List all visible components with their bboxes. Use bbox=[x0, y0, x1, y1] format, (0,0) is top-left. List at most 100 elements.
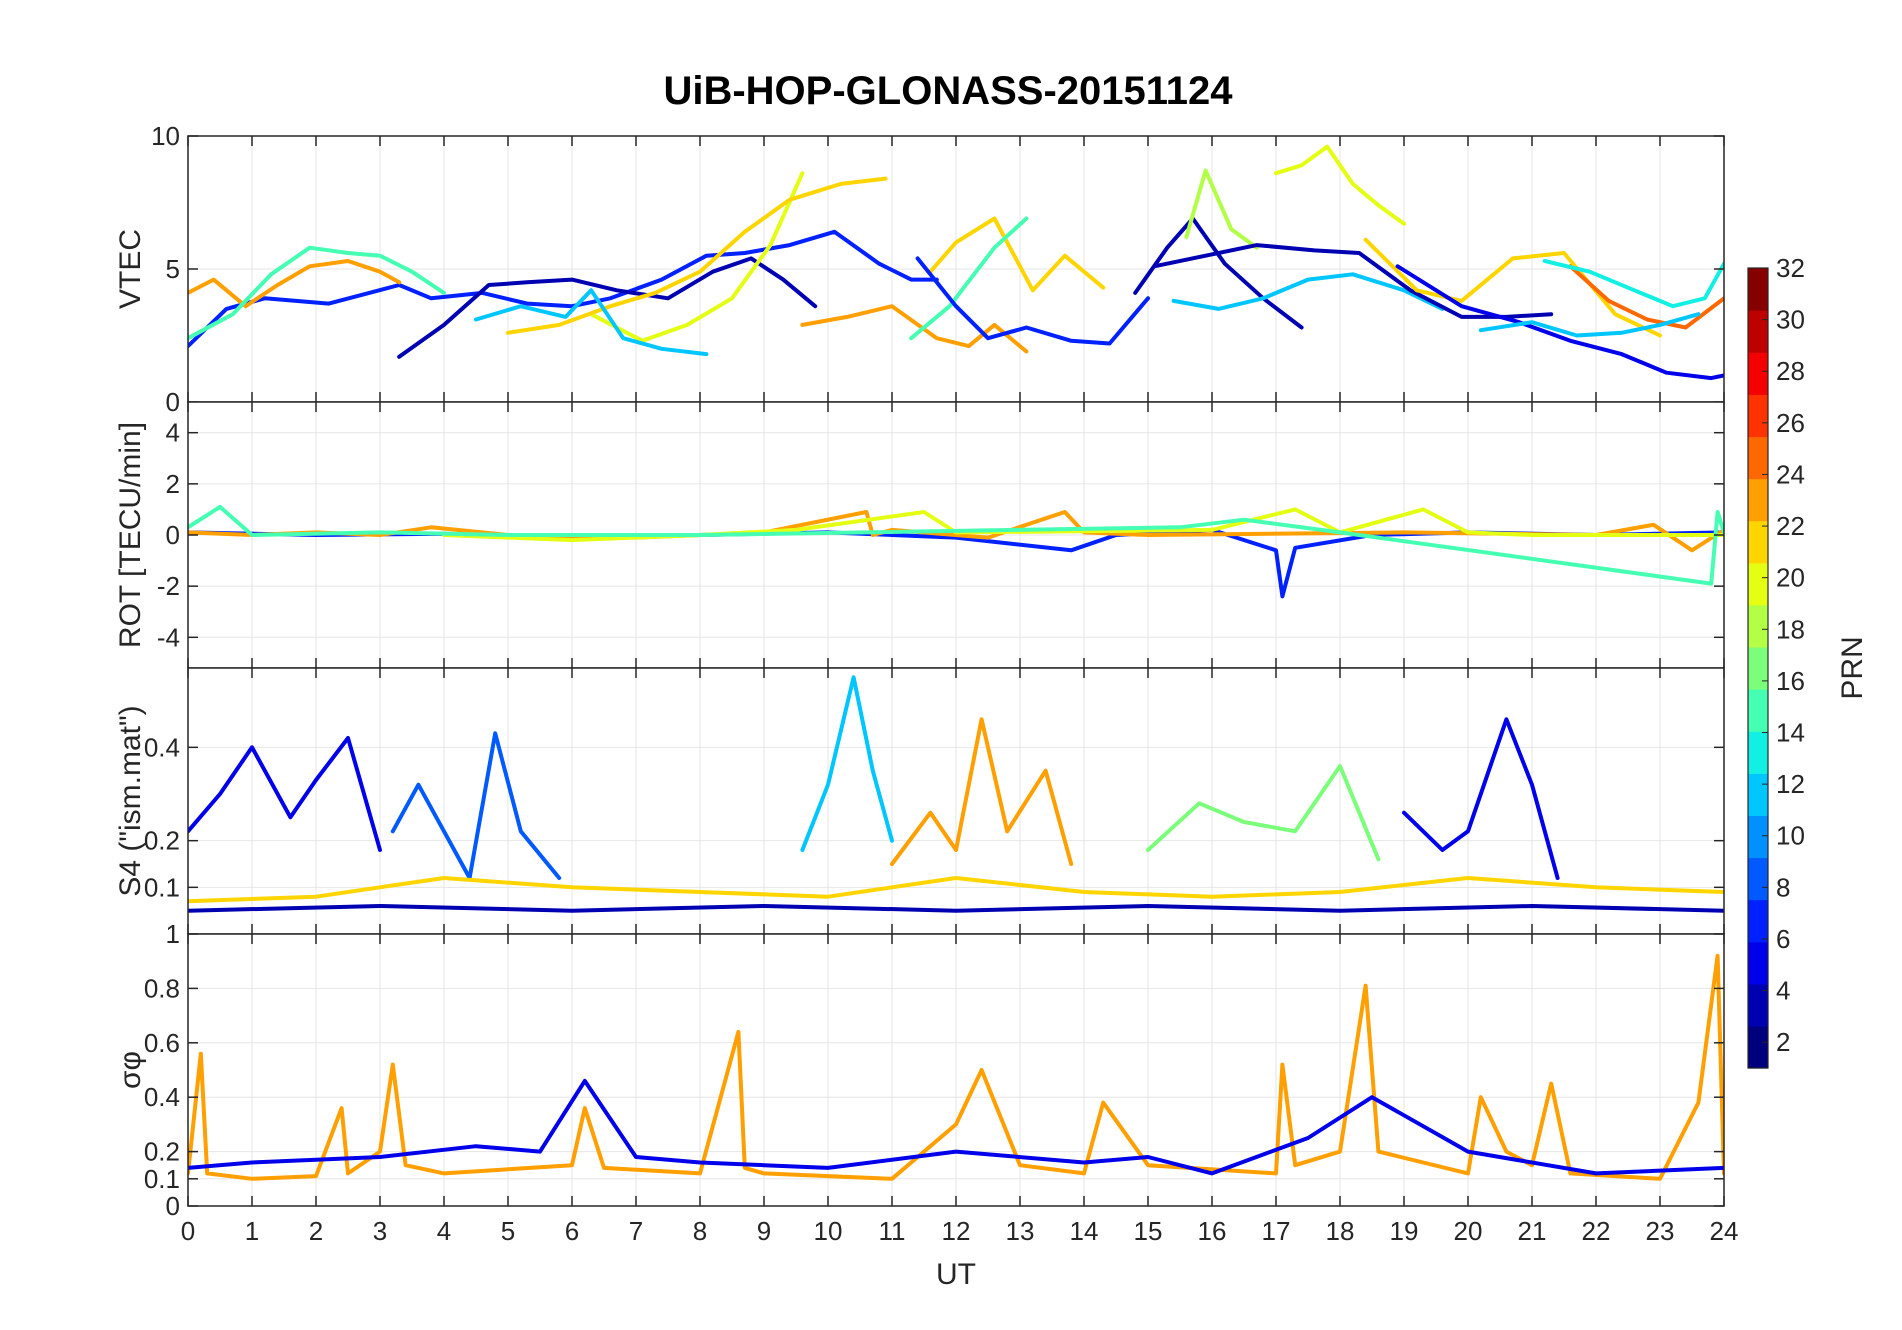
series-line-prn15 bbox=[188, 245, 446, 341]
colorbar-segment bbox=[1748, 352, 1768, 395]
colorbar-tick-label: 10 bbox=[1776, 821, 1805, 851]
x-tick-label: 22 bbox=[1582, 1216, 1611, 1246]
colorbar-tick-label: 14 bbox=[1776, 718, 1805, 748]
series-line-prn12 bbox=[1478, 312, 1701, 338]
colorbar-tick-label: 30 bbox=[1776, 305, 1805, 335]
colorbar-tick-label: 26 bbox=[1776, 408, 1805, 438]
y-axis-label: σφ bbox=[114, 1051, 147, 1089]
y-tick-label: 1 bbox=[166, 919, 180, 949]
colorbar-segment bbox=[1748, 983, 1768, 1027]
x-tick-label: 7 bbox=[629, 1216, 643, 1246]
y-tick-label: 0 bbox=[166, 1191, 180, 1221]
x-tick-label: 6 bbox=[565, 1216, 579, 1246]
series-line-prn3 bbox=[397, 256, 818, 359]
colorbar-segment bbox=[1748, 1025, 1768, 1069]
x-tick-label: 4 bbox=[437, 1216, 451, 1246]
y-tick-label: 0.1 bbox=[144, 1164, 180, 1194]
colorbar-tick-label: 22 bbox=[1776, 511, 1805, 541]
y-tick-label: 0.1 bbox=[144, 872, 180, 902]
series-line-prn4 bbox=[1152, 243, 1554, 319]
colorbar-segment bbox=[1748, 941, 1768, 985]
series-line-prn21 bbox=[506, 176, 888, 335]
series-line-prn12 bbox=[1171, 272, 1445, 311]
series-line-prn5 bbox=[188, 736, 382, 852]
colorbar-frame bbox=[1747, 267, 1769, 1069]
series-line-prn15 bbox=[188, 504, 1724, 586]
y-tick-label: -2 bbox=[157, 571, 180, 601]
x-tick-label: 18 bbox=[1326, 1216, 1355, 1246]
colorbar-tick-label: 24 bbox=[1776, 459, 1805, 489]
y-axis-label: S4 ("ism.mat") bbox=[114, 705, 147, 896]
y-tick-label: 2 bbox=[166, 469, 180, 499]
x-tick-label: 23 bbox=[1646, 1216, 1675, 1246]
series-line-prn22 bbox=[188, 876, 1724, 904]
colorbar-segment bbox=[1748, 773, 1768, 816]
colorbar-segment bbox=[1748, 815, 1768, 859]
colorbar-segment bbox=[1748, 562, 1768, 606]
x-tick-label: 16 bbox=[1198, 1216, 1227, 1246]
x-tick-label: 1 bbox=[245, 1216, 259, 1246]
colorbar-tick-label: 2 bbox=[1776, 1027, 1790, 1057]
y-tick-label: 0.2 bbox=[144, 1137, 180, 1167]
colorbar-tick-label: 16 bbox=[1776, 666, 1805, 696]
panel-1: 0 5 10 VTEC bbox=[114, 121, 1725, 417]
panel-2: -4 -2 0 2 4 ROT [TECU/min] bbox=[114, 401, 1725, 669]
y-tick-label: 0.4 bbox=[144, 732, 180, 762]
series-group bbox=[188, 144, 1724, 381]
colorbar-segment bbox=[1748, 604, 1768, 648]
series-group bbox=[188, 504, 1724, 599]
x-tick-label: 21 bbox=[1518, 1216, 1547, 1246]
series-line-prn11 bbox=[474, 288, 709, 357]
x-tick-label: 9 bbox=[757, 1216, 771, 1246]
series-line-prn17 bbox=[1146, 764, 1381, 862]
y-tick-label: 0.8 bbox=[144, 973, 180, 1003]
colorbar-tick-label: 4 bbox=[1776, 976, 1790, 1006]
x-tick-label: 14 bbox=[1070, 1216, 1099, 1246]
colorbar-segment bbox=[1748, 394, 1768, 438]
series-line-prn5 bbox=[1402, 717, 1560, 880]
y-axis-label: ROT [TECU/min] bbox=[114, 422, 147, 648]
y-tick-label: 0.4 bbox=[144, 1082, 180, 1112]
colorbar-segment bbox=[1748, 520, 1768, 564]
series-line-prn19 bbox=[1274, 144, 1406, 226]
series-line-prn7 bbox=[915, 256, 1150, 346]
chart-title: UiB-HOP-GLONASS-20151124 bbox=[663, 69, 1233, 113]
series-line-prn21 bbox=[928, 216, 1106, 293]
colorbar-segment bbox=[1748, 436, 1768, 480]
series-line-prn12 bbox=[800, 675, 894, 852]
series-group bbox=[188, 953, 1724, 1181]
series-line-prn5 bbox=[1395, 264, 1724, 381]
series-line-prn3 bbox=[188, 904, 1724, 913]
colorbar-segment bbox=[1748, 268, 1768, 311]
x-tick-label: 19 bbox=[1390, 1216, 1419, 1246]
colorbar-segment bbox=[1748, 646, 1768, 690]
y-tick-label: 0 bbox=[166, 387, 180, 417]
x-tick-label: 17 bbox=[1262, 1216, 1291, 1246]
y-axis-label: VTEC bbox=[114, 229, 147, 309]
series-line-prn9 bbox=[390, 731, 562, 880]
colorbar-tick-label: 20 bbox=[1776, 563, 1805, 593]
series-line-prn24 bbox=[1568, 264, 1724, 330]
panel-3: 0.1 0.2 0.4S4 ("ism.mat") bbox=[114, 667, 1725, 935]
series-line-prn14 bbox=[1542, 259, 1724, 309]
colorbar-tick-label: 32 bbox=[1776, 253, 1805, 283]
series-line-prn15 bbox=[909, 216, 1029, 341]
series-line-prn23 bbox=[800, 304, 1029, 354]
series-line-prn5 bbox=[188, 1078, 1724, 1176]
x-tick-label: 20 bbox=[1454, 1216, 1483, 1246]
x-tick-label: 24 bbox=[1710, 1216, 1739, 1246]
colorbar-segment bbox=[1748, 857, 1768, 901]
y-tick-label: 0.2 bbox=[144, 826, 180, 856]
y-tick-label: 0 bbox=[166, 520, 180, 550]
x-tick-label: 3 bbox=[373, 1216, 387, 1246]
colorbar-tick-label: 12 bbox=[1776, 769, 1805, 799]
series-line-prn22 bbox=[1363, 237, 1662, 338]
colorbar-tick-label: 18 bbox=[1776, 614, 1805, 644]
x-axis-label: UT bbox=[936, 1258, 976, 1291]
y-tick-label: 4 bbox=[166, 418, 180, 448]
x-tick-label: 2 bbox=[309, 1216, 323, 1246]
x-tick-label: 11 bbox=[879, 1216, 906, 1246]
series-line-prn18 bbox=[1184, 168, 1259, 250]
colorbar-tick-label: 28 bbox=[1776, 356, 1805, 386]
